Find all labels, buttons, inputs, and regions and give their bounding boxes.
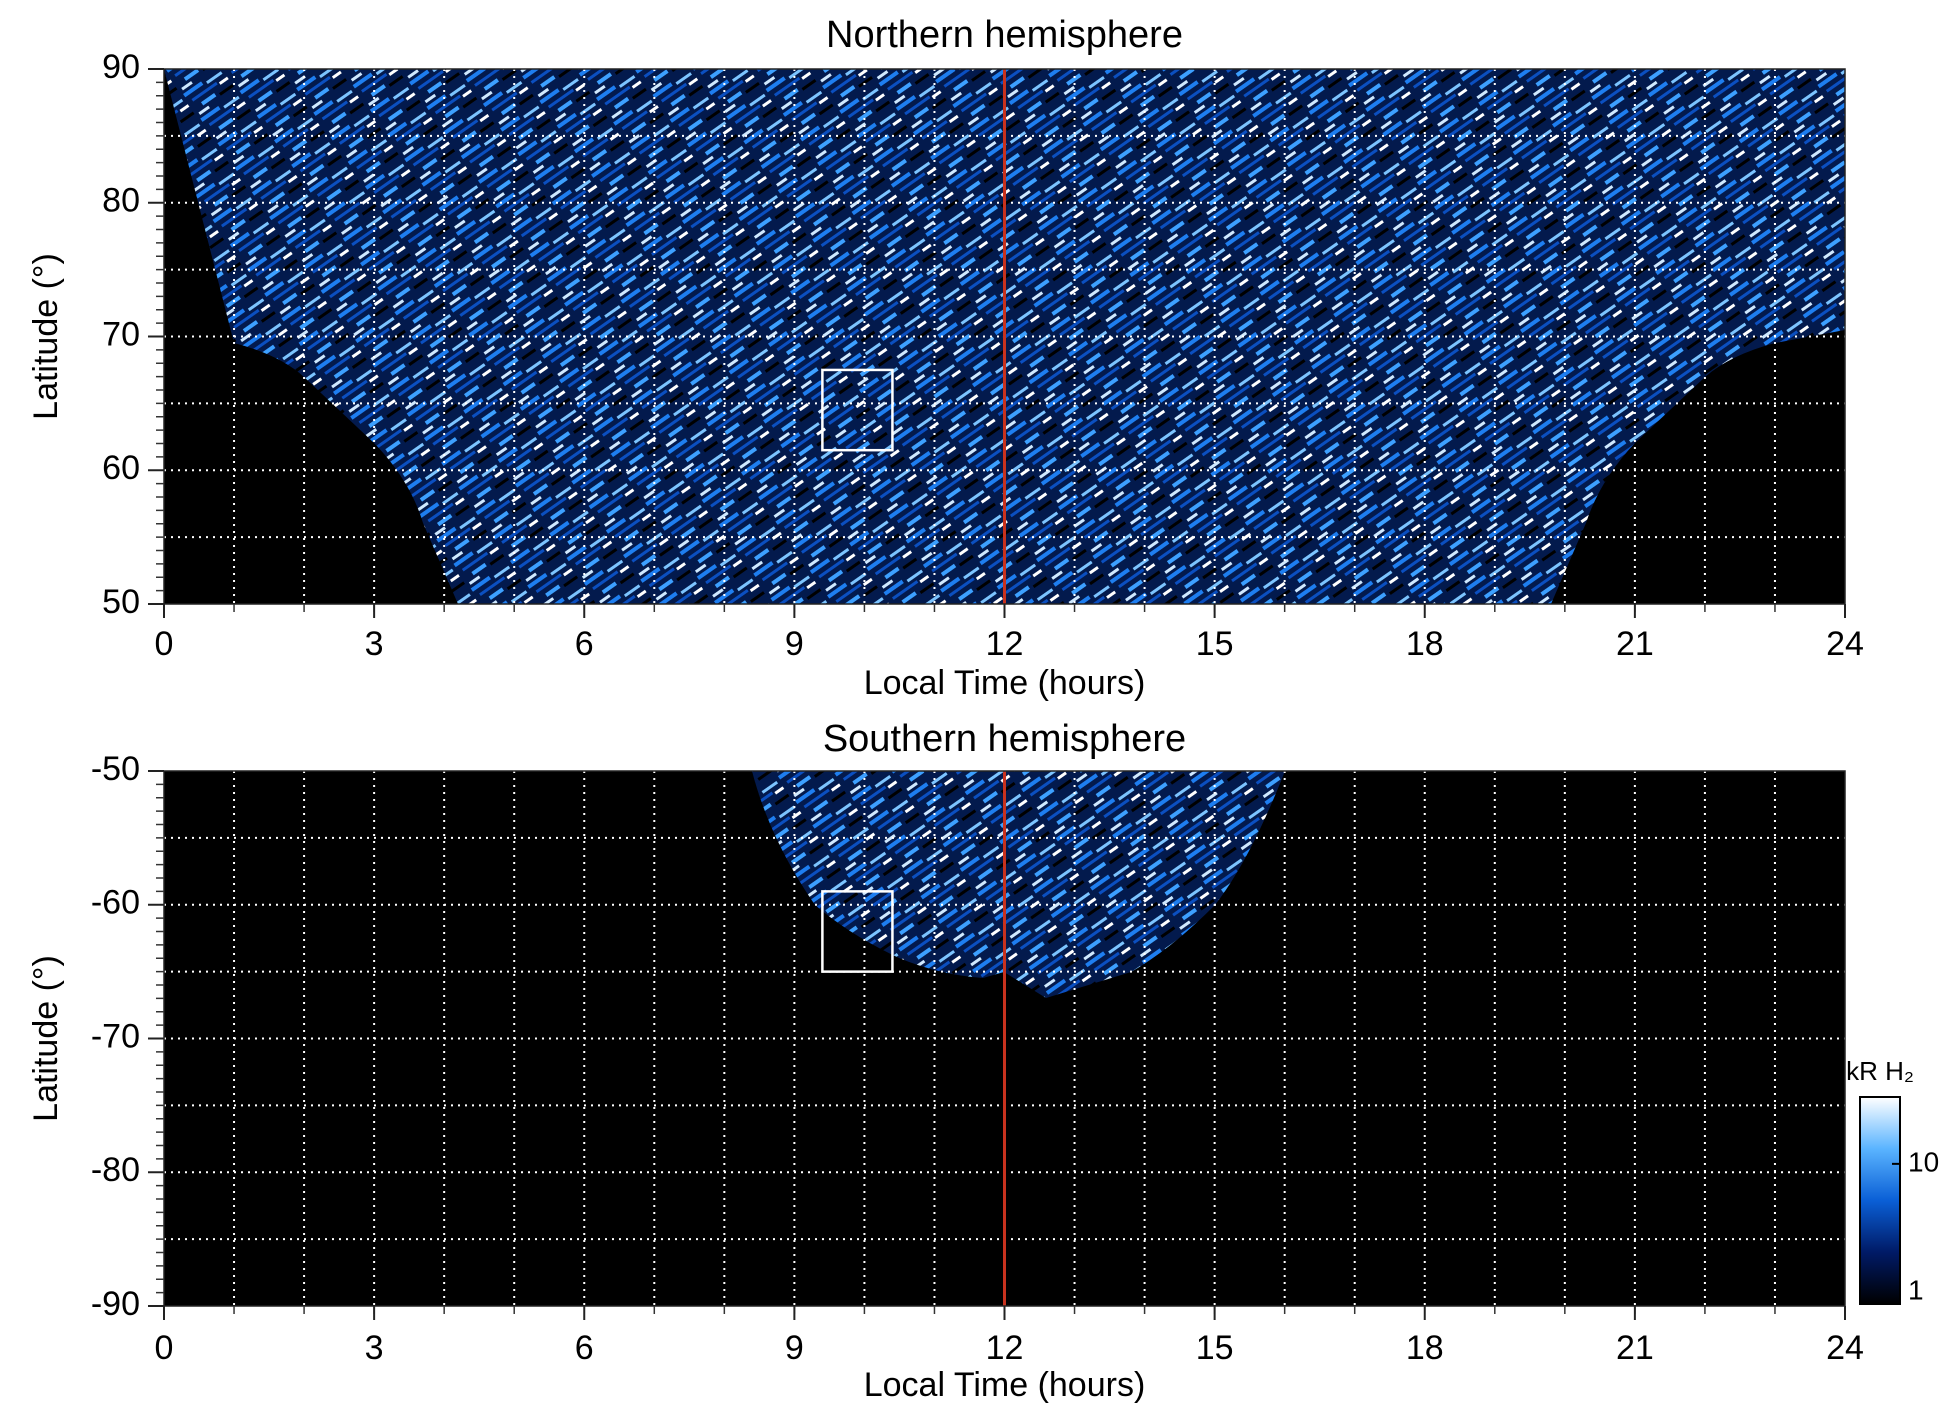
y-tick-label: -60: [91, 884, 140, 922]
x-tick-label: 3: [365, 625, 384, 663]
region-box: [821, 368, 894, 452]
x-tick-label: 18: [1406, 1329, 1444, 1367]
x-tick-label: 3: [365, 1329, 384, 1367]
y-tick-label: 70: [102, 315, 140, 353]
chart-title: Northern hemisphere: [826, 14, 1183, 56]
y-axis-label: Latitude (°): [27, 955, 65, 1122]
region-box: [821, 890, 894, 973]
y-tick-label: -80: [91, 1151, 140, 1189]
y-tick-label: 60: [102, 449, 140, 487]
y-tick-label: 50: [102, 583, 140, 621]
chart-title: Southern hemisphere: [823, 718, 1186, 760]
colorbar-label: kR H₂: [1846, 1056, 1914, 1086]
x-tick-label: 6: [575, 1329, 594, 1367]
y-tick-label: 90: [102, 48, 140, 86]
x-tick-label: 12: [986, 625, 1024, 663]
y-tick-label: 80: [102, 182, 140, 220]
colorbar: [1859, 1096, 1901, 1305]
y-tick-label: -90: [91, 1285, 140, 1323]
x-tick-label: 24: [1826, 625, 1864, 663]
x-axis-label: Local Time (hours): [864, 1366, 1146, 1404]
x-tick-label: 9: [785, 625, 804, 663]
x-tick-label: 0: [155, 625, 174, 663]
colorbar-tick-label: 10: [1908, 1146, 1939, 1177]
x-tick-label: 21: [1616, 625, 1654, 663]
x-tick-label: 18: [1406, 625, 1444, 663]
x-tick-label: 21: [1616, 1329, 1654, 1367]
x-axis-label: Local Time (hours): [864, 664, 1146, 702]
x-tick-label: 12: [986, 1329, 1024, 1367]
x-tick-label: 0: [155, 1329, 174, 1367]
x-tick-label: 15: [1196, 1329, 1234, 1367]
y-tick-label: -70: [91, 1017, 140, 1055]
x-tick-label: 9: [785, 1329, 804, 1367]
x-tick-label: 15: [1196, 625, 1234, 663]
colorbar-tick-label: 1: [1908, 1274, 1924, 1305]
x-tick-label: 6: [575, 625, 594, 663]
y-tick-label: -50: [91, 750, 140, 788]
emission-region: [752, 771, 1285, 998]
y-axis-label: Latitude (°): [27, 253, 65, 420]
x-tick-label: 24: [1826, 1329, 1864, 1367]
